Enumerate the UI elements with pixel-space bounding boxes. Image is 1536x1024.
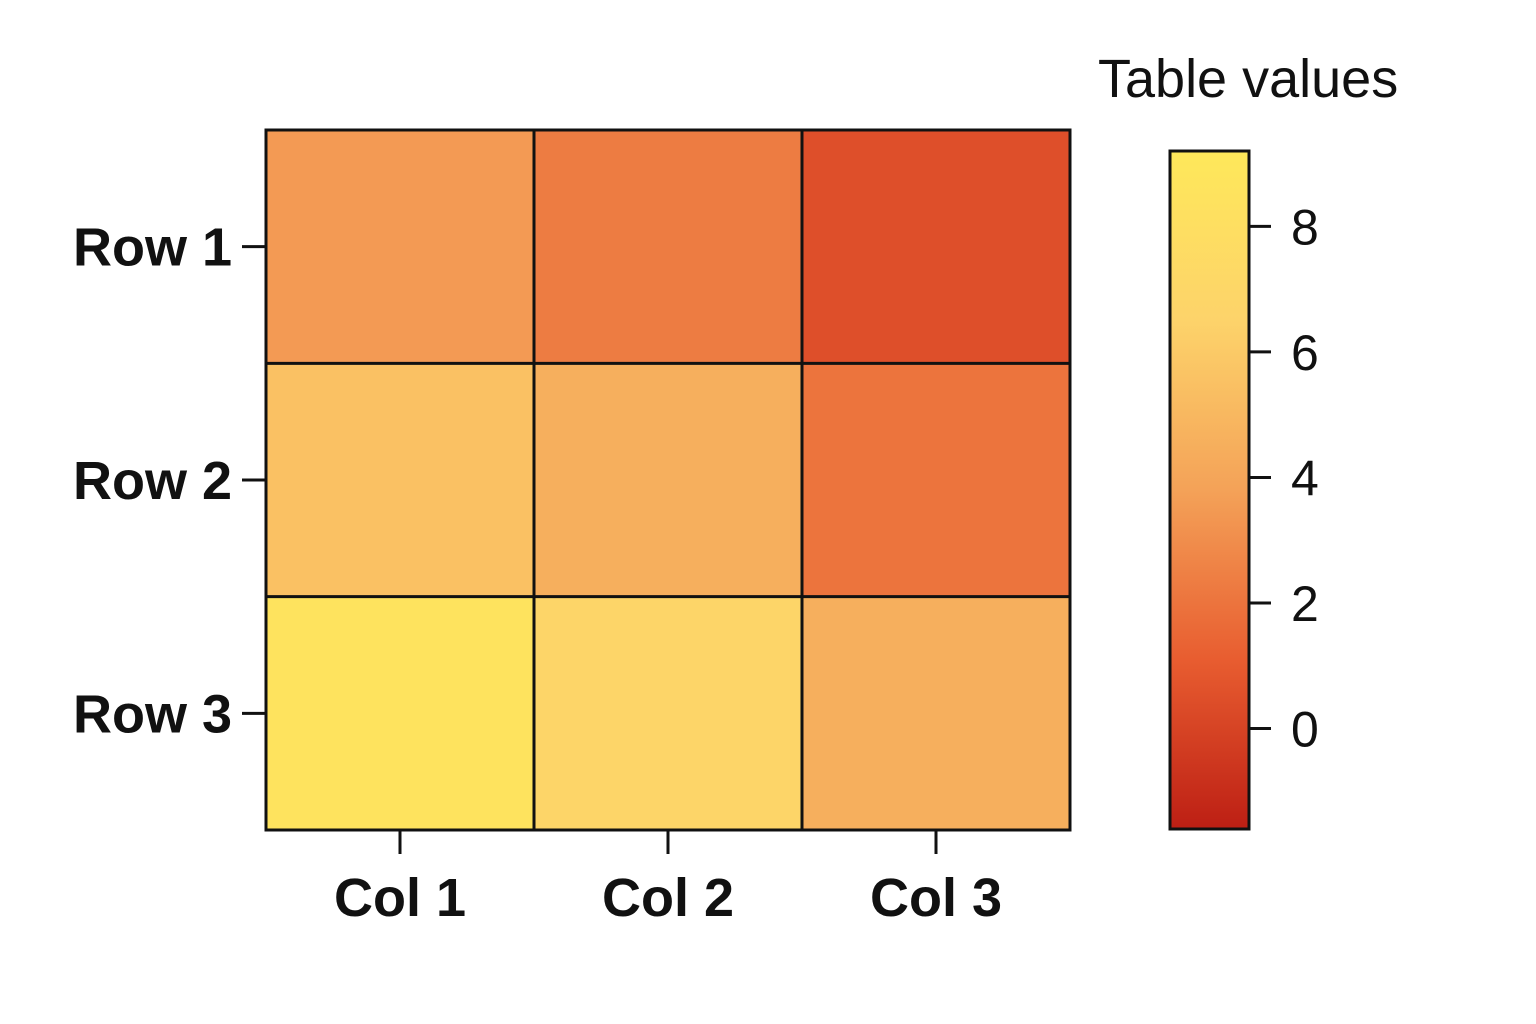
heatmap-cell xyxy=(534,130,802,364)
heatmap-cell xyxy=(534,596,802,830)
row-label: Row 2 xyxy=(73,451,232,511)
colorbar-tick-label: 0 xyxy=(1291,702,1319,758)
heatmap-cell xyxy=(266,363,534,597)
colorbar-gradient xyxy=(1168,149,1251,831)
colorbar-title: Table values xyxy=(1098,49,1398,109)
heatmap-cells xyxy=(266,130,1070,830)
column-label: Col 3 xyxy=(870,868,1002,928)
heatmap-cell xyxy=(266,596,534,830)
heatmap-cell xyxy=(802,596,1070,830)
colorbar: Table values 0 2 4 6 8 xyxy=(1098,49,1398,831)
colorbar-tick-label: 6 xyxy=(1291,325,1319,381)
colorbar-ticks: 0 2 4 6 8 xyxy=(1249,199,1319,758)
column-label: Col 1 xyxy=(334,868,466,928)
heatmap-cell xyxy=(266,130,534,364)
row-label: Row 3 xyxy=(73,684,232,744)
column-label: Col 2 xyxy=(602,868,734,928)
heatmap-cell xyxy=(802,363,1070,597)
heatmap-cell xyxy=(534,363,802,597)
colorbar-tick-label: 4 xyxy=(1291,450,1319,506)
colorbar-tick-label: 8 xyxy=(1291,199,1319,255)
column-axis: Col 1 Col 2 Col 3 xyxy=(334,830,1002,928)
heatmap-grid xyxy=(266,130,1070,830)
colorbar-tick-label: 2 xyxy=(1291,576,1319,632)
row-axis: Row 1 Row 2 Row 3 xyxy=(73,218,266,744)
heatmap-cell xyxy=(802,130,1070,364)
row-label: Row 1 xyxy=(73,218,232,278)
